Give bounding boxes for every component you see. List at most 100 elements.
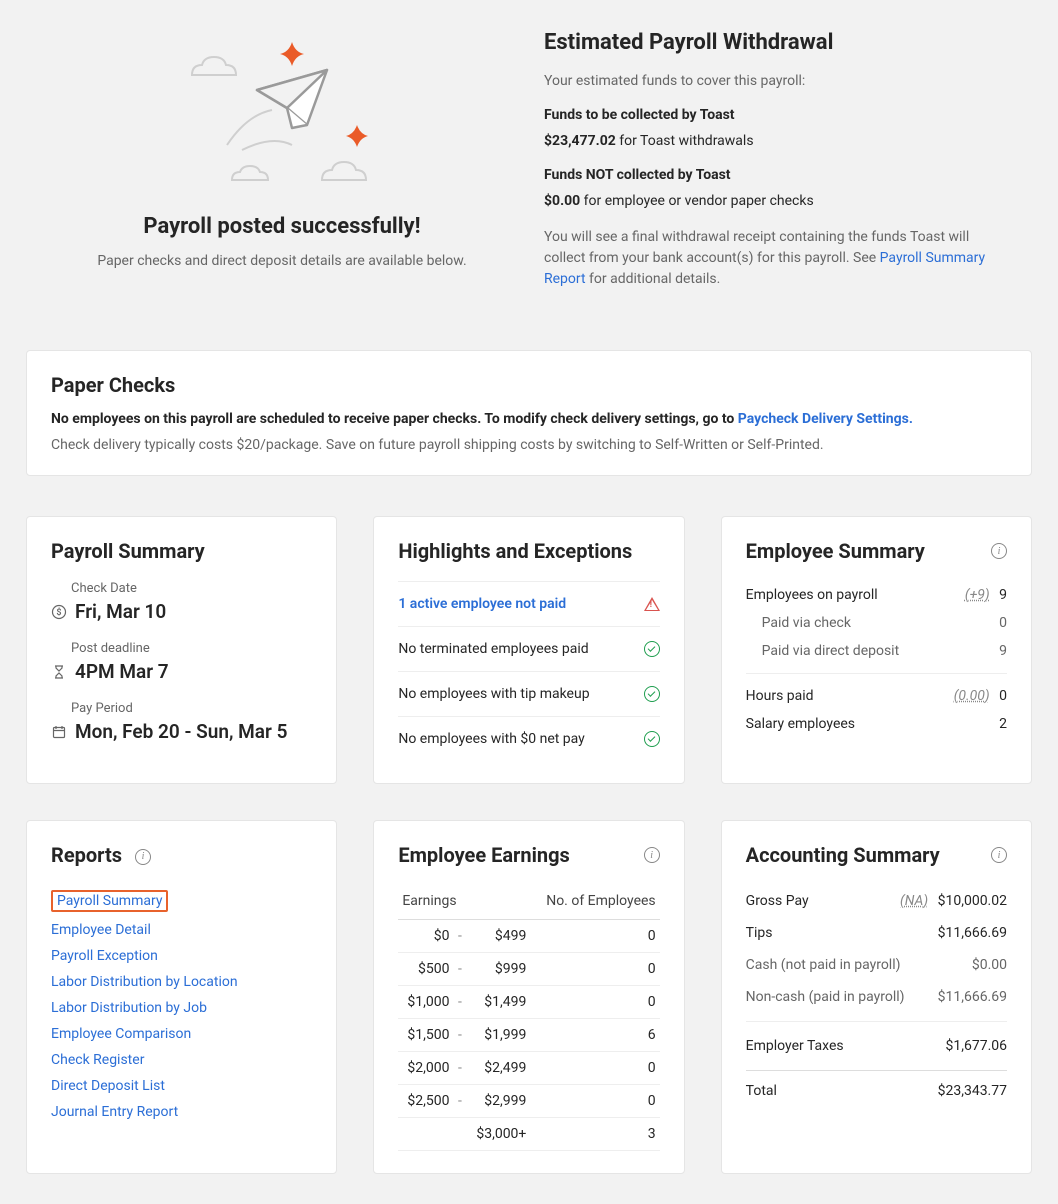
info-icon[interactable]: i [135, 849, 151, 865]
earnings-col-header: Earnings [398, 885, 530, 920]
count: 0 [530, 1085, 659, 1118]
warning-icon [644, 597, 660, 611]
info-icon[interactable]: i [644, 847, 660, 863]
highlight-text: 1 active employee not paid [398, 596, 566, 612]
paycheck-delivery-settings-link[interactable]: Paycheck Delivery Settings. [738, 411, 913, 427]
pay-period-value: Mon, Feb 20 - Sun, Mar 5 [51, 720, 312, 743]
reports-list: Payroll Summary Employee Detail Payroll … [51, 885, 312, 1125]
earnings-row: $0-$4990 [398, 920, 659, 953]
employee-summary-card: Employee Summary i Employees on payroll … [721, 516, 1032, 784]
hi: $3,000+ [467, 1118, 531, 1151]
earnings-table: Earnings No. of Employees $0-$4990 $500-… [398, 885, 659, 1151]
info-icon[interactable]: i [991, 543, 1007, 559]
report-link[interactable]: Journal Entry Report [51, 1104, 178, 1120]
svg-text:$: $ [56, 607, 61, 618]
employee-summary-title-text: Employee Summary [746, 539, 925, 563]
post-deadline-text: 4PM Mar 7 [75, 660, 169, 683]
estimate-desc-suffix: for additional details. [586, 271, 721, 287]
earnings-row: $1,500-$1,9996 [398, 1019, 659, 1052]
row-value: $1,677.06 [945, 1038, 1007, 1054]
post-deadline-value: 4PM Mar 7 [51, 660, 312, 683]
highlight-item: No terminated employees paid [398, 626, 659, 671]
highlight-text: No terminated employees paid [398, 641, 588, 657]
employee-earnings-card: Employee Earnings i Earnings No. of Empl… [373, 820, 684, 1174]
row-label: Employer Taxes [746, 1038, 844, 1054]
reports-card: Reports i Payroll Summary Employee Detai… [26, 820, 337, 1174]
pay-period-label: Pay Period [71, 701, 312, 716]
hero-subtitle: Paper checks and direct deposit details … [50, 253, 514, 269]
hero-title: Payroll posted successfully! [50, 214, 514, 239]
row-value: 2 [999, 716, 1007, 732]
paper-checks-panel: Paper Checks No employees on this payrol… [26, 350, 1032, 476]
report-link-item: Labor Distribution by Location [51, 969, 312, 995]
count: 0 [530, 953, 659, 986]
salary-emp-row: Salary employees 2 [746, 710, 1007, 738]
report-link-item: Employee Comparison [51, 1021, 312, 1047]
row-label: Total [746, 1083, 777, 1099]
row-value: 9 [999, 643, 1007, 659]
earnings-row: $1,000-$1,4990 [398, 986, 659, 1019]
hi: $499 [467, 920, 531, 953]
paper-checks-title: Paper Checks [51, 373, 1007, 397]
tips-row: Tips $11,666.69 [746, 917, 1007, 949]
report-link-item: Journal Entry Report [51, 1099, 312, 1125]
check-icon [644, 731, 660, 747]
pay-period-text: Mon, Feb 20 - Sun, Mar 5 [75, 720, 287, 743]
check-date-label: Check Date [71, 581, 312, 596]
hi: $1,499 [467, 986, 531, 1019]
reports-title-text: Reports [51, 843, 122, 867]
post-deadline-label: Post deadline [71, 641, 312, 656]
report-link[interactable]: Labor Distribution by Location [51, 974, 238, 990]
row-note: (+9) [965, 587, 990, 603]
dash: - [453, 986, 466, 1019]
highlight-item[interactable]: 1 active employee not paid [398, 581, 659, 626]
hourglass-icon [51, 664, 67, 680]
paper-checks-line2: Check delivery typically costs $20/packa… [51, 437, 1007, 453]
count: 0 [530, 920, 659, 953]
highlight-item: No employees with $0 net pay [398, 716, 659, 761]
employee-summary-title: Employee Summary i [746, 539, 1007, 563]
not-collected-amount: $0.00 [544, 193, 580, 209]
earnings-row: $500-$9990 [398, 953, 659, 986]
hi: $2,999 [467, 1085, 531, 1118]
gross-pay-row: Gross Pay (NA) $10,000.02 [746, 885, 1007, 917]
hi: $1,999 [467, 1019, 531, 1052]
not-collected-label: Funds NOT collected by Toast [544, 167, 1008, 183]
report-link[interactable]: Employee Comparison [51, 1026, 191, 1042]
row-label: Non-cash (paid in payroll) [746, 989, 905, 1005]
num-employees-col-header: No. of Employees [530, 885, 659, 920]
row-value: 0 [999, 688, 1007, 704]
accounting-summary-title-text: Accounting Summary [746, 843, 940, 867]
report-link[interactable]: Employee Detail [51, 922, 151, 938]
dash [453, 1118, 466, 1151]
lo: $2,000 [398, 1052, 453, 1085]
check-date-value: $ Fri, Mar 10 [51, 600, 312, 623]
report-link-item: Payroll Exception [51, 943, 312, 969]
dash: - [453, 953, 466, 986]
report-link[interactable]: Payroll Summary [51, 890, 168, 912]
highlights-title: Highlights and Exceptions [398, 539, 659, 563]
row-label: Tips [746, 925, 773, 941]
report-link[interactable]: Check Register [51, 1052, 144, 1068]
estimate-desc: You will see a final withdrawal receipt … [544, 227, 1008, 290]
hi: $999 [467, 953, 531, 986]
reports-title: Reports i [51, 843, 312, 867]
cash-row: Cash (not paid in payroll) $0.00 [746, 949, 1007, 981]
hero-left: Payroll posted successfully! Paper check… [50, 30, 514, 290]
earnings-row: $2,500-$2,9990 [398, 1085, 659, 1118]
highlights-card: Highlights and Exceptions 1 active emplo… [373, 516, 684, 784]
row-value: $10,000.02 [938, 893, 1007, 909]
estimate-title: Estimated Payroll Withdrawal [544, 30, 1008, 55]
info-icon[interactable]: i [991, 847, 1007, 863]
employee-earnings-title: Employee Earnings i [398, 843, 659, 867]
report-link[interactable]: Direct Deposit List [51, 1078, 165, 1094]
noncash-row: Non-cash (paid in payroll) $11,666.69 [746, 981, 1007, 1013]
employee-earnings-title-text: Employee Earnings [398, 843, 569, 867]
report-link[interactable]: Labor Distribution by Job [51, 1000, 207, 1016]
row-value: 9 [999, 587, 1007, 603]
total-row: Total $23,343.77 [746, 1070, 1007, 1107]
dash: - [453, 1085, 466, 1118]
payroll-summary-card: Payroll Summary Check Date $ Fri, Mar 10… [26, 516, 337, 784]
lo: $500 [398, 953, 453, 986]
report-link[interactable]: Payroll Exception [51, 948, 158, 964]
